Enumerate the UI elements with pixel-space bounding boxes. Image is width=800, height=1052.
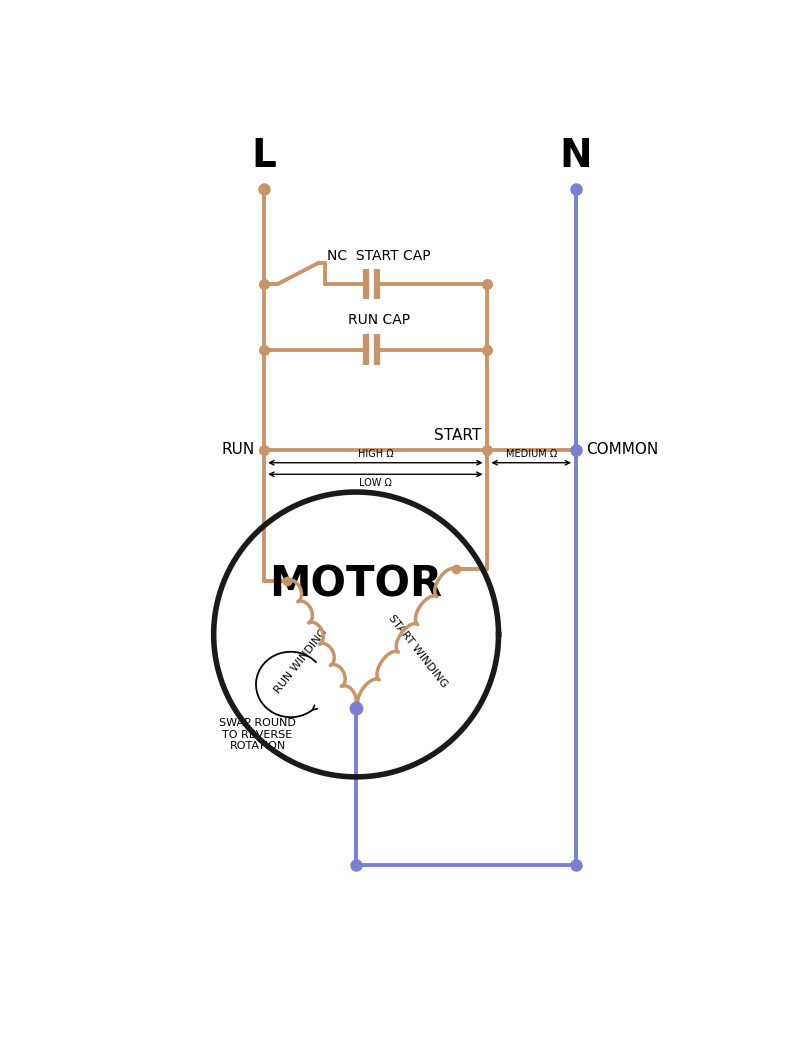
- Text: START WINDING: START WINDING: [386, 613, 449, 690]
- Text: RUN: RUN: [222, 442, 254, 458]
- Text: COMMON: COMMON: [586, 442, 658, 458]
- Text: NC  START CAP: NC START CAP: [327, 248, 431, 263]
- Text: START: START: [434, 428, 481, 443]
- Text: MOTOR: MOTOR: [270, 564, 442, 605]
- Text: RUN CAP: RUN CAP: [348, 313, 410, 327]
- Text: HIGH Ω: HIGH Ω: [358, 449, 393, 459]
- Text: SWAP ROUND
TO REVERSE
ROTATION: SWAP ROUND TO REVERSE ROTATION: [219, 717, 296, 751]
- Text: N: N: [559, 137, 592, 175]
- Text: L: L: [251, 137, 276, 175]
- Text: RUN WINDING: RUN WINDING: [272, 627, 329, 695]
- Text: LOW Ω: LOW Ω: [359, 478, 392, 488]
- Text: MEDIUM Ω: MEDIUM Ω: [506, 449, 557, 459]
